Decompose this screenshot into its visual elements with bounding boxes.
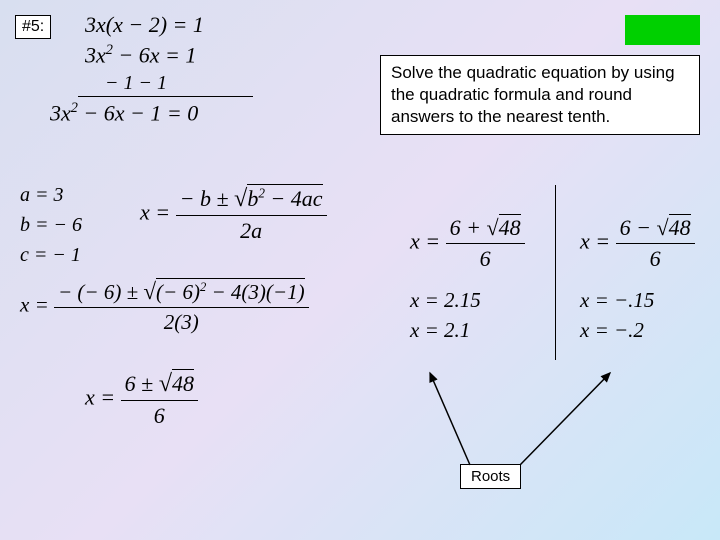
eq-original: 3x(x − 2) = 1 — [85, 12, 204, 38]
eq-subtract: − 1 − 1 — [105, 72, 167, 95]
instructions: Solve the quadratic equation by using th… — [380, 55, 700, 135]
root1-decimal: x = 2.15 — [410, 288, 481, 313]
formula-simplified: x = 6 ± √48 6 — [85, 370, 198, 429]
eq-expanded: 3x2 − 6x = 1 — [85, 42, 196, 68]
divider — [555, 185, 556, 360]
root1-exact: x = 6 + √48 6 — [410, 215, 525, 272]
green-box — [625, 15, 700, 45]
coeff-a: a = 3 — [20, 180, 82, 210]
coeff-b: b = − 6 — [20, 210, 82, 240]
problem-label: #5: — [15, 15, 51, 39]
root2-rounded: x = −.2 — [580, 318, 644, 343]
formula-substituted: x = − (− 6) ± √(− 6)2 − 4(3)(−1) 2(3) — [20, 278, 309, 335]
coeff-c: c = − 1 — [20, 240, 82, 270]
root2-decimal: x = −.15 — [580, 288, 654, 313]
roots-label: Roots — [460, 464, 521, 489]
coefficients: a = 3 b = − 6 c = − 1 — [20, 180, 82, 270]
root2-exact: x = 6 − √48 6 — [580, 215, 695, 272]
eq-hr — [78, 96, 253, 97]
eq-standard: 3x2 − 6x − 1 = 0 — [50, 100, 198, 126]
quadratic-formula: x = − b ± √b2 − 4ac 2a — [140, 185, 327, 244]
root1-rounded: x = 2.1 — [410, 318, 470, 343]
